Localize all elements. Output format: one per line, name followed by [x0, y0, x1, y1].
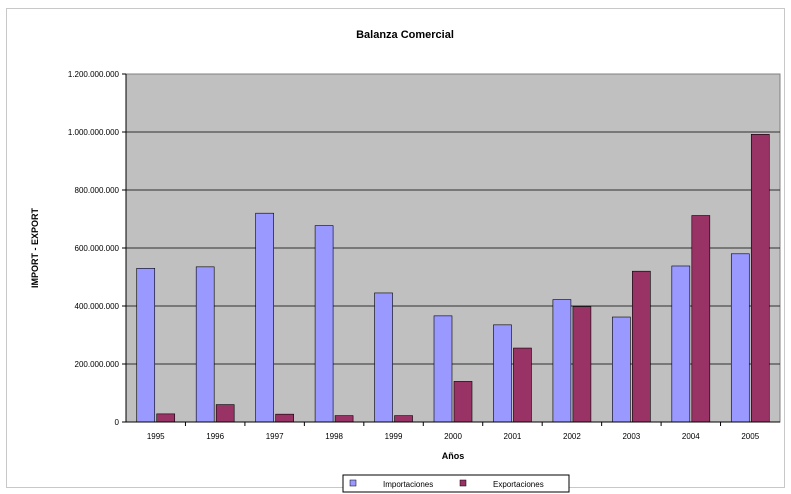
gridlines: [126, 131, 780, 365]
chart-title: Balanza Comercial: [356, 29, 454, 41]
bars: [136, 134, 770, 423]
y-tick-labels: 0 200.000.000 400.000.000 600.000.000 800.00…: [68, 70, 126, 427]
bar-exportaciones-2002: [572, 306, 592, 423]
x-tick-label: 1995: [147, 432, 165, 441]
x-axis-label: Años: [442, 451, 465, 461]
bar-importaciones-2002: [552, 299, 572, 423]
bar-importaciones-2000: [433, 315, 453, 423]
x-tick-label: 1996: [206, 432, 224, 441]
y-axis-label: IMPORT - EXPORT: [30, 208, 40, 289]
x-tick-label: 2002: [563, 432, 581, 441]
y-tick-label: 600.000.000: [75, 244, 120, 253]
x-tick-label: 1998: [325, 432, 343, 441]
bar-importaciones-1996: [195, 266, 215, 423]
x-tick-labels: 1995 1996 1997 1998 1999 2000 2001 2002 2003 2004…: [147, 422, 760, 441]
bar-importaciones-1999: [374, 292, 393, 423]
bar-importaciones-2004: [671, 265, 691, 423]
bar-importaciones-1998: [314, 225, 334, 423]
bar-exportaciones-1995: [156, 413, 176, 423]
bar-importaciones-2005: [730, 253, 750, 423]
bar-importaciones-1995: [136, 267, 156, 423]
bar-exportaciones-1999: [394, 415, 413, 423]
x-tick-label: 2004: [682, 432, 700, 441]
x-tick-label: 2005: [741, 432, 759, 441]
x-tick-label: 2003: [622, 432, 640, 441]
y-tick-label: 400.000.000: [75, 302, 120, 311]
x-tick-label: 2000: [444, 432, 462, 441]
bar-exportaciones-1998: [334, 415, 354, 423]
legend-box: [342, 474, 570, 493]
bar-exportaciones-1996: [215, 404, 235, 423]
legend-label-exportaciones: Exportaciones: [493, 480, 544, 489]
y-tick-label: 200.000.000: [75, 360, 120, 369]
y-tick-label: 0: [115, 418, 120, 427]
y-tick-label: 1.000.000.000: [68, 128, 120, 137]
legend-swatch-exportaciones: [459, 479, 467, 487]
x-tick-label: 2001: [504, 432, 522, 441]
bar-importaciones-2001: [493, 324, 512, 423]
bar-exportaciones-1997: [275, 413, 294, 423]
legend-label-importaciones: Importaciones: [383, 480, 433, 489]
x-tick-label: 1999: [385, 432, 403, 441]
bar-exportaciones-2000: [453, 381, 473, 423]
y-tick-label: 1.200.000.000: [68, 70, 120, 79]
x-tick-label: 1997: [266, 432, 284, 441]
y-tick-label: 800.000.000: [75, 186, 120, 195]
bar-exportaciones-2001: [513, 347, 532, 423]
bar-exportaciones-2005: [750, 134, 770, 423]
legend: Importaciones Exportaciones: [342, 474, 570, 493]
bar-exportaciones-2003: [632, 270, 651, 423]
bar-importaciones-1997: [255, 212, 274, 423]
legend-swatch-importaciones: [349, 479, 357, 487]
bar-importaciones-2003: [612, 316, 631, 423]
bar-exportaciones-2004: [691, 215, 711, 423]
